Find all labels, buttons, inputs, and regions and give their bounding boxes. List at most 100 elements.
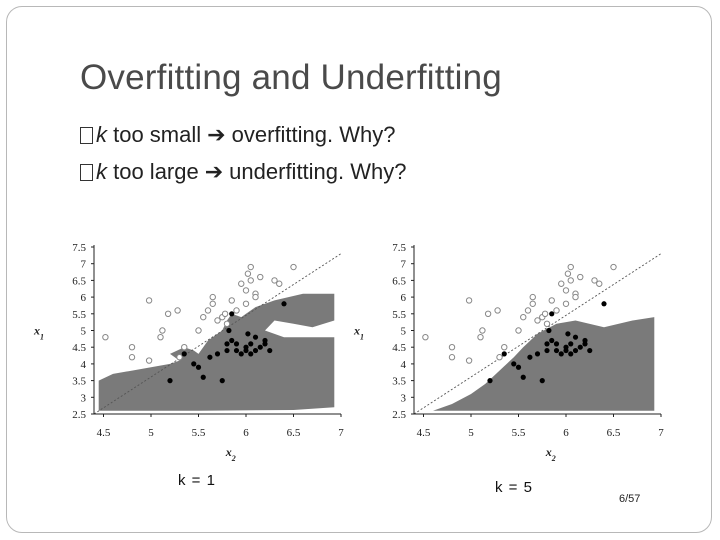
bullet-box-icon <box>80 127 93 144</box>
y-tick-label: 6.5 <box>392 275 406 287</box>
open-data-point <box>195 327 202 334</box>
open-data-point <box>520 313 527 321</box>
open-data-point <box>529 293 536 301</box>
y-tick-label: 4 <box>81 359 87 371</box>
knn-plot-k5: 2.5 3 3.5 4 4.5 5 5.5 6 6.5 7 7.5 4.5 5 5.5 6 6.5 7 x2 x1 <box>353 242 664 463</box>
filled-data-point <box>549 311 555 317</box>
filled-data-point <box>281 301 287 307</box>
filled-data-point <box>544 347 550 354</box>
diagonal-line <box>413 253 662 415</box>
open-data-point <box>200 313 207 321</box>
filled-data-point <box>257 344 263 350</box>
x-tick-label: 6 <box>563 427 569 439</box>
open-data-point <box>496 354 503 361</box>
filled-data-point <box>572 347 579 354</box>
filled-data-point <box>534 351 541 357</box>
open-data-point <box>465 357 473 364</box>
open-data-point <box>564 270 572 277</box>
y-tick-label: 5 <box>401 326 407 338</box>
open-data-point <box>448 344 456 351</box>
open-data-point <box>567 277 574 284</box>
open-data-point <box>157 333 164 341</box>
filled-data-point <box>515 364 522 370</box>
x-tick-label: 5.5 <box>512 427 526 439</box>
filled-data-point <box>233 341 240 347</box>
filled-data-point <box>229 311 235 317</box>
x-tick-label: 4.5 <box>417 427 431 439</box>
y-tick-label: 2.5 <box>392 409 406 421</box>
x-tick-label: 7 <box>658 427 664 439</box>
bullet-k-too-large: k too large ➔ underfitting. Why? <box>80 159 406 185</box>
bullet-box-icon <box>80 164 93 181</box>
filled-data-point <box>226 327 232 334</box>
filled-data-point <box>577 344 583 350</box>
filled-data-point <box>565 331 571 337</box>
open-data-point <box>252 293 259 301</box>
x-tick-label: 5 <box>468 427 474 439</box>
bullet-condition: too large <box>107 159 199 184</box>
filled-data-point <box>549 337 555 344</box>
open-data-point <box>494 307 501 314</box>
filled-data-point <box>252 347 259 354</box>
open-data-point <box>558 280 565 287</box>
filled-data-point <box>229 337 235 344</box>
filled-data-point <box>167 378 173 384</box>
open-data-point <box>484 310 492 318</box>
y-tick-label: 6 <box>401 292 407 304</box>
open-data-point <box>159 327 166 334</box>
bullet-condition: too small <box>107 122 202 147</box>
bullet-k: k <box>96 159 107 184</box>
page-number: 6/57 <box>619 493 641 505</box>
filled-data-point <box>553 341 560 347</box>
y-tick-label: 5 <box>81 326 87 338</box>
right-arrow-icon: ➔ <box>207 122 226 147</box>
open-data-point <box>529 300 536 307</box>
decision-region <box>433 317 655 411</box>
x-tick-label: 6.5 <box>287 427 301 439</box>
open-data-point <box>596 280 603 287</box>
y-tick-label: 7 <box>401 259 407 271</box>
caption-k1: k = 1 <box>178 472 216 489</box>
open-data-point <box>128 354 136 361</box>
filled-data-point <box>487 378 493 384</box>
open-data-point <box>233 307 240 314</box>
open-data-point <box>543 320 551 328</box>
filled-data-point <box>262 337 268 344</box>
filled-data-point <box>568 341 574 347</box>
filled-data-point <box>238 351 244 357</box>
slide-frame <box>6 6 712 533</box>
filled-data-point <box>219 378 225 384</box>
filled-data-point <box>207 354 213 360</box>
open-data-point <box>145 297 153 304</box>
filled-data-point <box>572 334 579 340</box>
filled-data-point <box>195 364 202 370</box>
open-data-point <box>290 263 297 271</box>
open-data-point <box>541 310 549 318</box>
y-tick-label: 3.5 <box>72 376 86 388</box>
x-axis-label: x2 <box>225 445 236 463</box>
filled-data-point <box>558 351 564 357</box>
open-data-point <box>562 287 570 294</box>
filled-data-point <box>601 301 607 307</box>
open-data-point <box>577 273 584 281</box>
filled-data-point <box>563 344 569 350</box>
open-data-point <box>501 344 508 351</box>
open-data-point <box>238 280 245 287</box>
open-data-point <box>548 297 555 304</box>
bullet-result: overfitting. Why? <box>231 122 396 147</box>
open-data-point <box>479 327 486 334</box>
filled-data-point <box>224 341 230 347</box>
open-data-point <box>257 273 264 281</box>
open-data-point <box>477 333 484 341</box>
filled-data-point <box>191 361 197 367</box>
open-data-point <box>228 297 235 304</box>
open-data-point <box>247 277 254 284</box>
diagonal-line <box>93 253 342 415</box>
open-data-point <box>242 287 250 294</box>
filled-data-point <box>233 347 240 354</box>
y-tick-label: 4.5 <box>72 342 86 354</box>
filled-data-point <box>553 347 560 354</box>
x-tick-label: 7 <box>338 427 344 439</box>
open-data-point <box>465 297 473 304</box>
